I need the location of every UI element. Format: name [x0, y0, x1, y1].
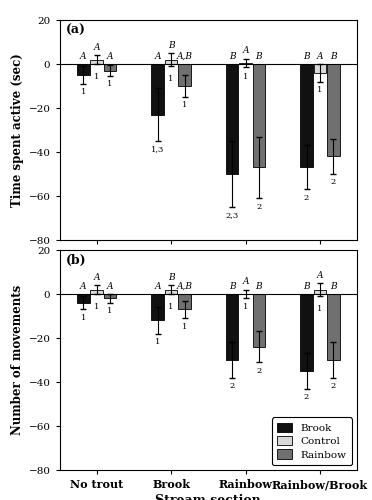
Text: B: B [229, 282, 235, 290]
Text: A: A [93, 273, 100, 282]
Text: A: A [80, 282, 87, 290]
Bar [77, 294, 90, 303]
X-axis label: Stream section: Stream section [155, 494, 261, 500]
Text: B: B [168, 273, 174, 282]
Text: 1: 1 [182, 322, 187, 330]
Text: B: B [256, 52, 262, 60]
Bar [90, 60, 103, 64]
Text: 2: 2 [304, 194, 309, 202]
Bar [226, 64, 238, 174]
Y-axis label: Time spent active (sec): Time spent active (sec) [11, 53, 24, 207]
Text: 1: 1 [317, 305, 323, 313]
Text: 2: 2 [256, 366, 262, 374]
Bar [90, 290, 103, 294]
Text: 2: 2 [331, 178, 336, 186]
Text: A: A [80, 52, 87, 60]
Text: 1: 1 [243, 73, 248, 81]
Bar [300, 294, 313, 371]
Text: A: A [242, 46, 249, 55]
Text: 1: 1 [94, 73, 99, 81]
Text: 1: 1 [169, 75, 174, 83]
Text: B: B [229, 52, 235, 60]
Bar [104, 64, 116, 70]
Text: (a): (a) [65, 24, 86, 38]
Bar [178, 294, 191, 310]
Text: 1: 1 [81, 88, 86, 96]
Bar [178, 64, 191, 86]
Text: B: B [330, 52, 337, 60]
Text: 1: 1 [94, 303, 99, 311]
Text: 1: 1 [169, 303, 174, 311]
Text: B: B [303, 52, 310, 60]
Bar [327, 294, 340, 360]
Text: 2: 2 [304, 393, 309, 401]
Bar [165, 290, 177, 294]
Text: 1: 1 [108, 307, 113, 315]
Text: 2,3: 2,3 [225, 212, 239, 220]
Text: 2: 2 [256, 202, 262, 210]
Text: A: A [154, 52, 161, 60]
Text: A: A [154, 282, 161, 290]
Bar [253, 294, 265, 347]
Text: A,B: A,B [176, 282, 193, 290]
Bar [77, 64, 90, 75]
Bar [151, 294, 164, 320]
Text: A: A [107, 52, 113, 60]
Text: B: B [168, 40, 174, 50]
Text: 1: 1 [317, 86, 323, 94]
Bar [300, 64, 313, 168]
Bar [239, 63, 252, 64]
Bar [226, 294, 238, 360]
Text: 1: 1 [155, 338, 160, 346]
Bar [314, 290, 326, 294]
Text: (b): (b) [65, 254, 86, 268]
Bar [104, 294, 116, 298]
Bar [151, 64, 164, 114]
Text: A: A [93, 43, 100, 52]
Text: 1,3: 1,3 [151, 146, 164, 154]
Y-axis label: Number of movements: Number of movements [11, 285, 24, 435]
Text: 1: 1 [243, 303, 248, 311]
Text: A: A [242, 278, 249, 286]
Text: B: B [303, 282, 310, 290]
Text: A: A [317, 52, 323, 60]
Text: 1: 1 [108, 80, 113, 88]
Text: 2: 2 [331, 382, 336, 390]
Text: 2: 2 [230, 382, 235, 390]
Text: A: A [107, 282, 113, 290]
Text: A: A [317, 270, 323, 280]
Bar [253, 64, 265, 168]
Legend: Brook, Control, Rainbow: Brook, Control, Rainbow [272, 418, 352, 465]
Text: 1: 1 [182, 102, 187, 110]
Text: A,B: A,B [176, 52, 193, 60]
Text: 1: 1 [81, 314, 86, 322]
Text: B: B [330, 282, 337, 290]
Bar [165, 60, 177, 64]
Bar [314, 64, 326, 73]
Text: B: B [256, 282, 262, 290]
Bar [327, 64, 340, 156]
